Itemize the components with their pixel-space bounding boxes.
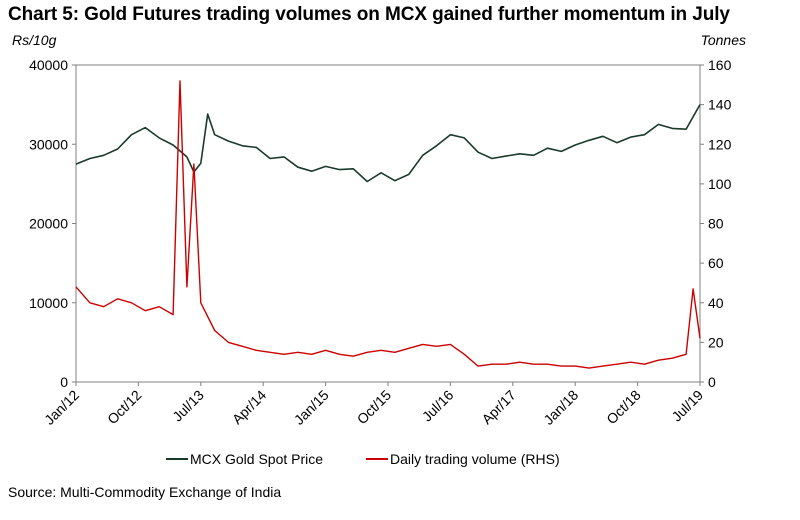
plot-frame — [75, 64, 701, 383]
x-tick-label: Apr/14 — [229, 387, 270, 428]
x-tick-label: Jan/15 — [291, 387, 332, 428]
right-axis: 0 20 40 60 80 100 120 140 160 — [700, 57, 732, 390]
legend-swatch-gold-price — [166, 458, 188, 460]
x-tick-label: Oct/15 — [354, 387, 395, 428]
left-tick-label: 10000 — [29, 295, 68, 311]
series-line-gold-price — [75, 104, 701, 183]
series-layer — [75, 80, 701, 369]
left-tick-label: 30000 — [29, 136, 68, 152]
legend-swatch-trading-volume — [366, 458, 388, 460]
right-tick-label: 120 — [708, 136, 732, 152]
chart-title: Chart 5: Gold Futures trading volumes on… — [8, 4, 730, 25]
right-tick-label: 100 — [708, 176, 732, 192]
legend-item-gold-price: MCX Gold Spot Price — [166, 451, 323, 467]
legend-label-trading-volume: Daily trading volume (RHS) — [390, 451, 560, 467]
right-tick-label: 140 — [708, 97, 732, 113]
right-tick-label: 160 — [708, 57, 732, 73]
x-tick-label: Oct/18 — [603, 387, 644, 428]
x-tick-label: Jul/16 — [419, 387, 457, 425]
left-axis-unit: Rs/10g — [12, 32, 57, 48]
x-tick-label: Jul/19 — [668, 387, 706, 425]
x-axis: Jan/12 Oct/12 Jul/13 Apr/14 Jan/15 Oct/15 Jul/… — [41, 382, 706, 428]
x-tick-label: Jan/18 — [540, 387, 581, 428]
series-line-trading-volume — [75, 80, 701, 369]
left-tick-label: 40000 — [29, 57, 68, 73]
left-tick-label: 20000 — [29, 216, 68, 232]
right-tick-label: 60 — [708, 255, 724, 271]
legend-label-gold-price: MCX Gold Spot Price — [190, 451, 324, 467]
x-tick-label: Jan/12 — [41, 387, 82, 428]
x-tick-label: Apr/17 — [478, 387, 519, 428]
x-tick-label: Jul/13 — [169, 387, 207, 425]
right-tick-label: 40 — [708, 295, 724, 311]
right-tick-label: 80 — [708, 216, 724, 232]
legend-item-trading-volume: Daily trading volume (RHS) — [366, 451, 560, 467]
right-axis-unit: Tonnes — [700, 32, 746, 48]
x-tick-label: Oct/12 — [104, 387, 145, 428]
left-tick-label: 0 — [60, 374, 68, 390]
source-note: Source: Multi-Commodity Exchange of Indi… — [8, 484, 282, 500]
left-axis: 0 10000 20000 30000 40000 — [29, 57, 76, 390]
legend: MCX Gold Spot Price Daily trading volume… — [0, 451, 800, 471]
right-tick-label: 0 — [708, 374, 716, 390]
right-tick-label: 20 — [708, 334, 724, 350]
